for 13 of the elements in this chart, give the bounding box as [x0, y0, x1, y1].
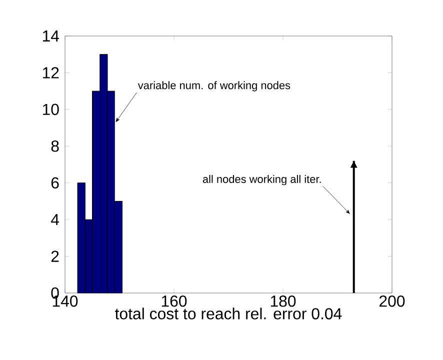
y-tick-label: 10 [42, 104, 59, 116]
x-tick-label: 160 [162, 296, 187, 307]
y-tick-label: 4 [50, 214, 60, 226]
y-tick-label: 2 [51, 250, 59, 262]
y-tick-label: 12 [42, 67, 59, 78]
x-tick-label: 200 [380, 296, 405, 307]
y-tick-label: 8 [51, 140, 59, 152]
annotation: variable num. of working nodes [138, 81, 290, 92]
y-tick-label: 6 [51, 177, 59, 188]
annotation: all nodes working all iter. [202, 174, 321, 186]
x-tick-label: 180 [270, 296, 296, 307]
y-tick-label: 14 [42, 30, 60, 42]
x-axis-title: total cost to reach rel. error 0.04 [115, 308, 342, 320]
